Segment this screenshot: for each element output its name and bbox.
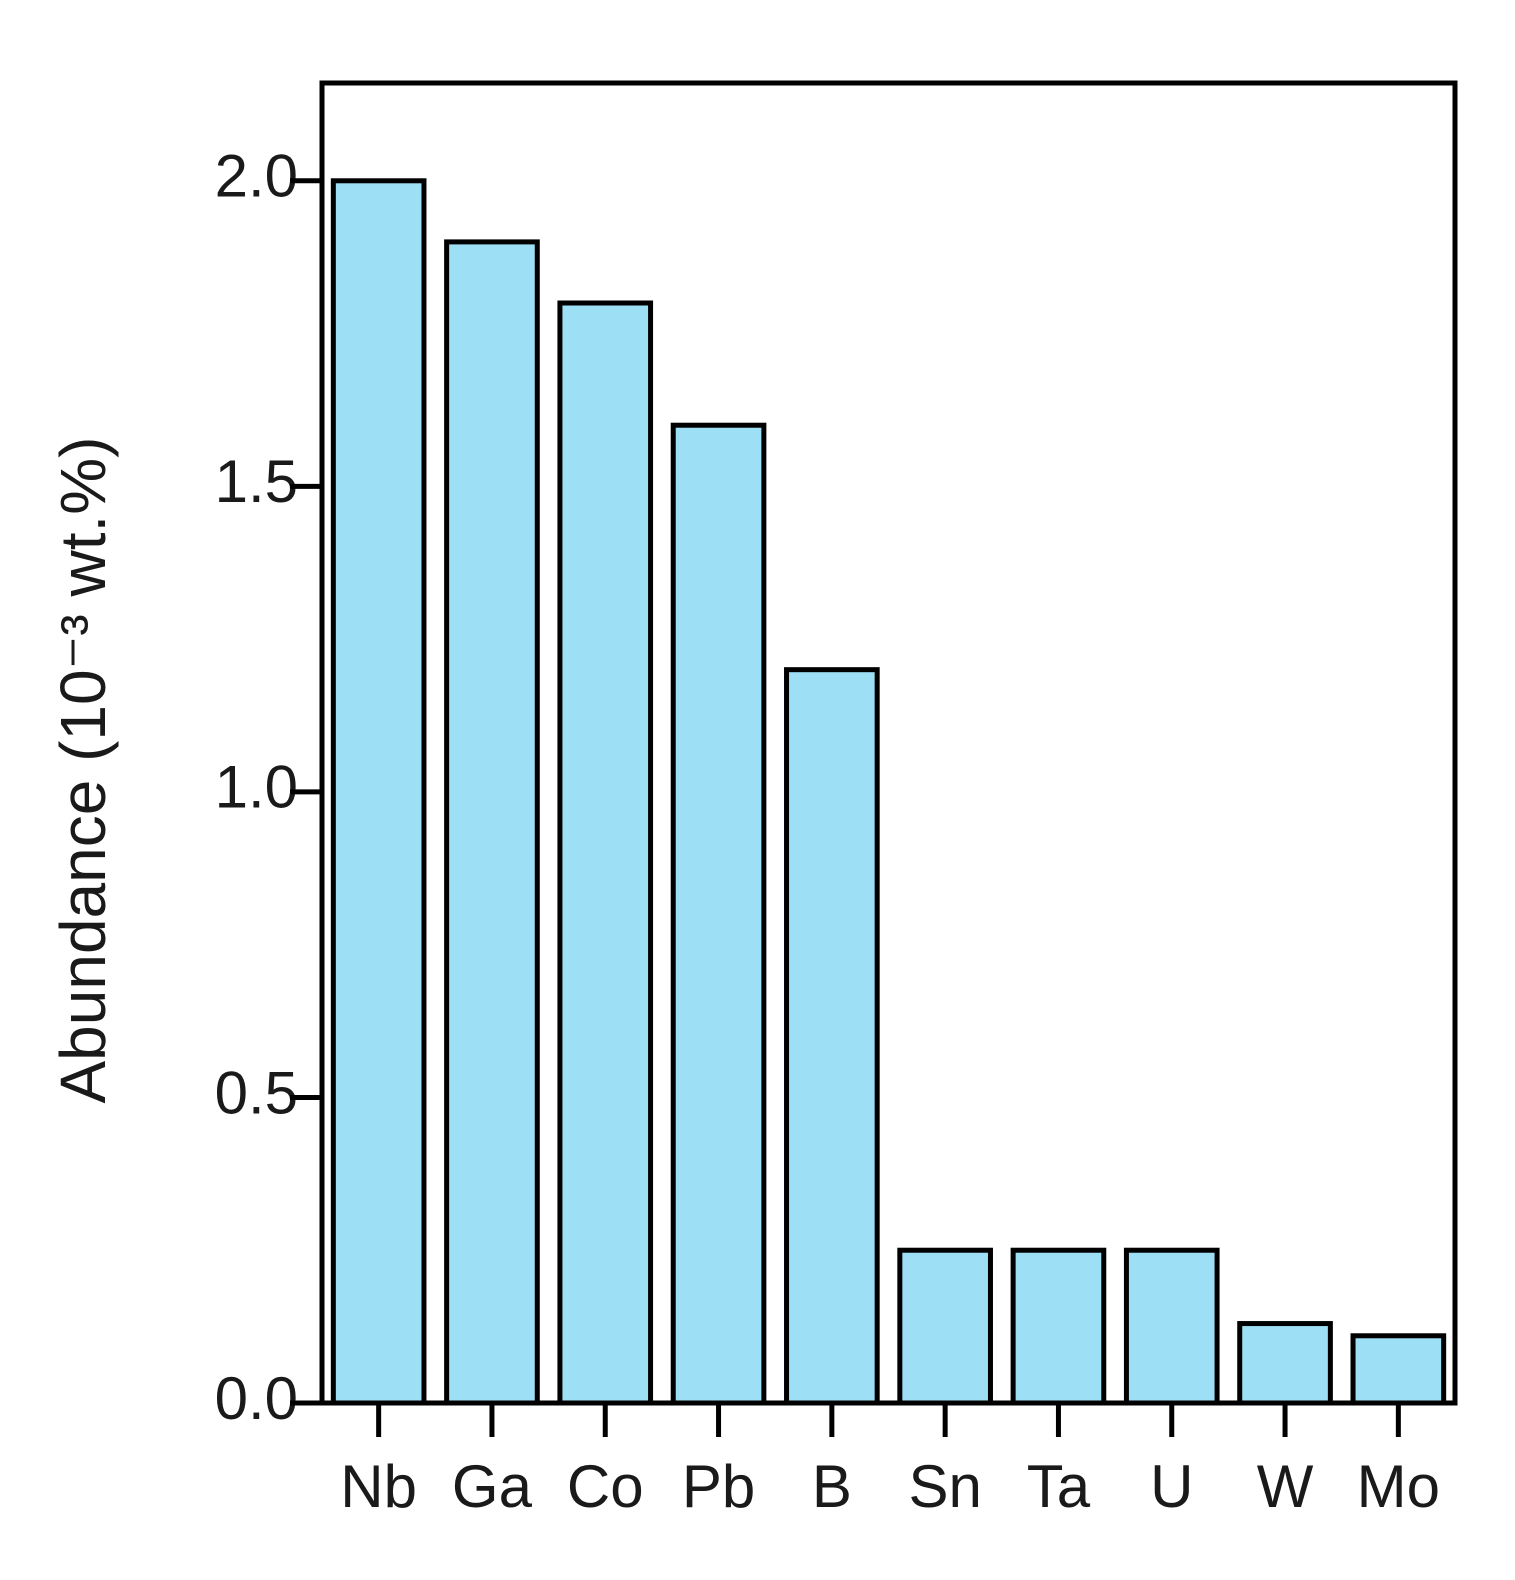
- x-tick-label: Ga: [452, 1453, 533, 1520]
- x-tick-label: Sn: [908, 1453, 981, 1520]
- plot-frame: [319, 80, 1458, 1406]
- x-tick-label: Pb: [682, 1453, 755, 1520]
- y-tick-label: 0.5: [215, 1059, 298, 1126]
- x-tick-label: B: [812, 1453, 852, 1520]
- bar: [1010, 1247, 1107, 1406]
- bar: [444, 239, 540, 1406]
- bar: [897, 1247, 993, 1406]
- bar: [330, 178, 427, 1406]
- bar: [670, 422, 767, 1406]
- x-tick-label: Nb: [340, 1453, 417, 1520]
- y-tick-label: 1.5: [215, 448, 298, 515]
- x-tick-label: Ta: [1027, 1453, 1091, 1520]
- bar: [1237, 1321, 1333, 1406]
- y-tick-label: 0.0: [215, 1365, 298, 1432]
- y-tick-label: 1.0: [215, 754, 298, 821]
- x-tick-label: Co: [567, 1453, 644, 1520]
- y-tick-label: 2.0: [215, 143, 298, 210]
- bar: [1123, 1247, 1220, 1406]
- x-tick-label: Mo: [1357, 1453, 1440, 1520]
- x-tick-label: U: [1150, 1453, 1193, 1520]
- y-axis-label: Abundance (10⁻³ wt.%): [47, 437, 119, 1104]
- x-tick-label: W: [1257, 1453, 1314, 1520]
- bar: [557, 300, 654, 1406]
- bar: [1350, 1333, 1447, 1406]
- bar: [784, 667, 880, 1406]
